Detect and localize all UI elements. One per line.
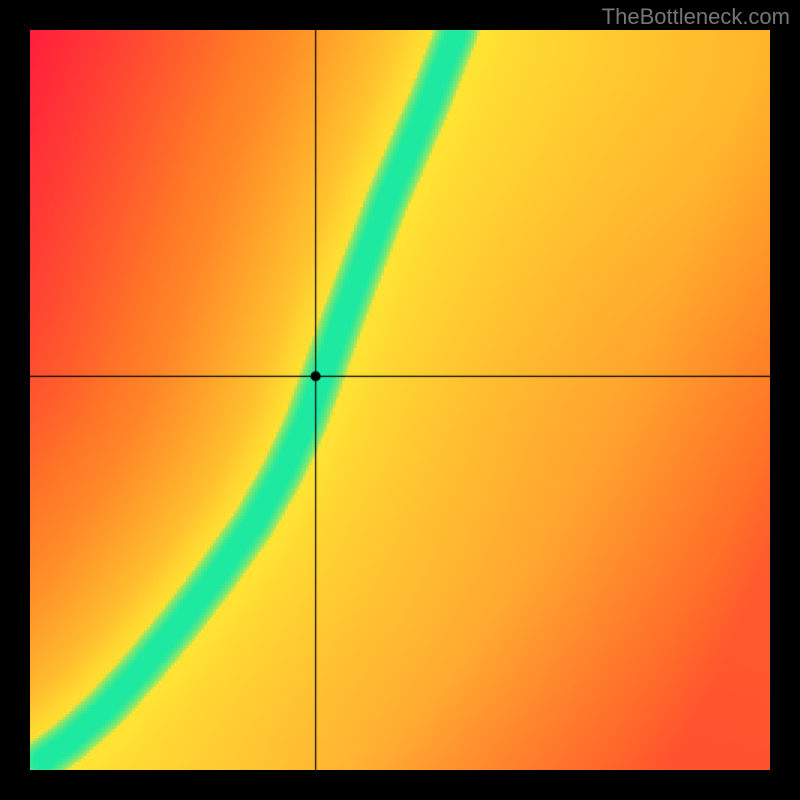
chart-container: TheBottleneck.com [0,0,800,800]
bottleneck-heatmap [30,30,770,770]
watermark-text: TheBottleneck.com [602,4,790,30]
